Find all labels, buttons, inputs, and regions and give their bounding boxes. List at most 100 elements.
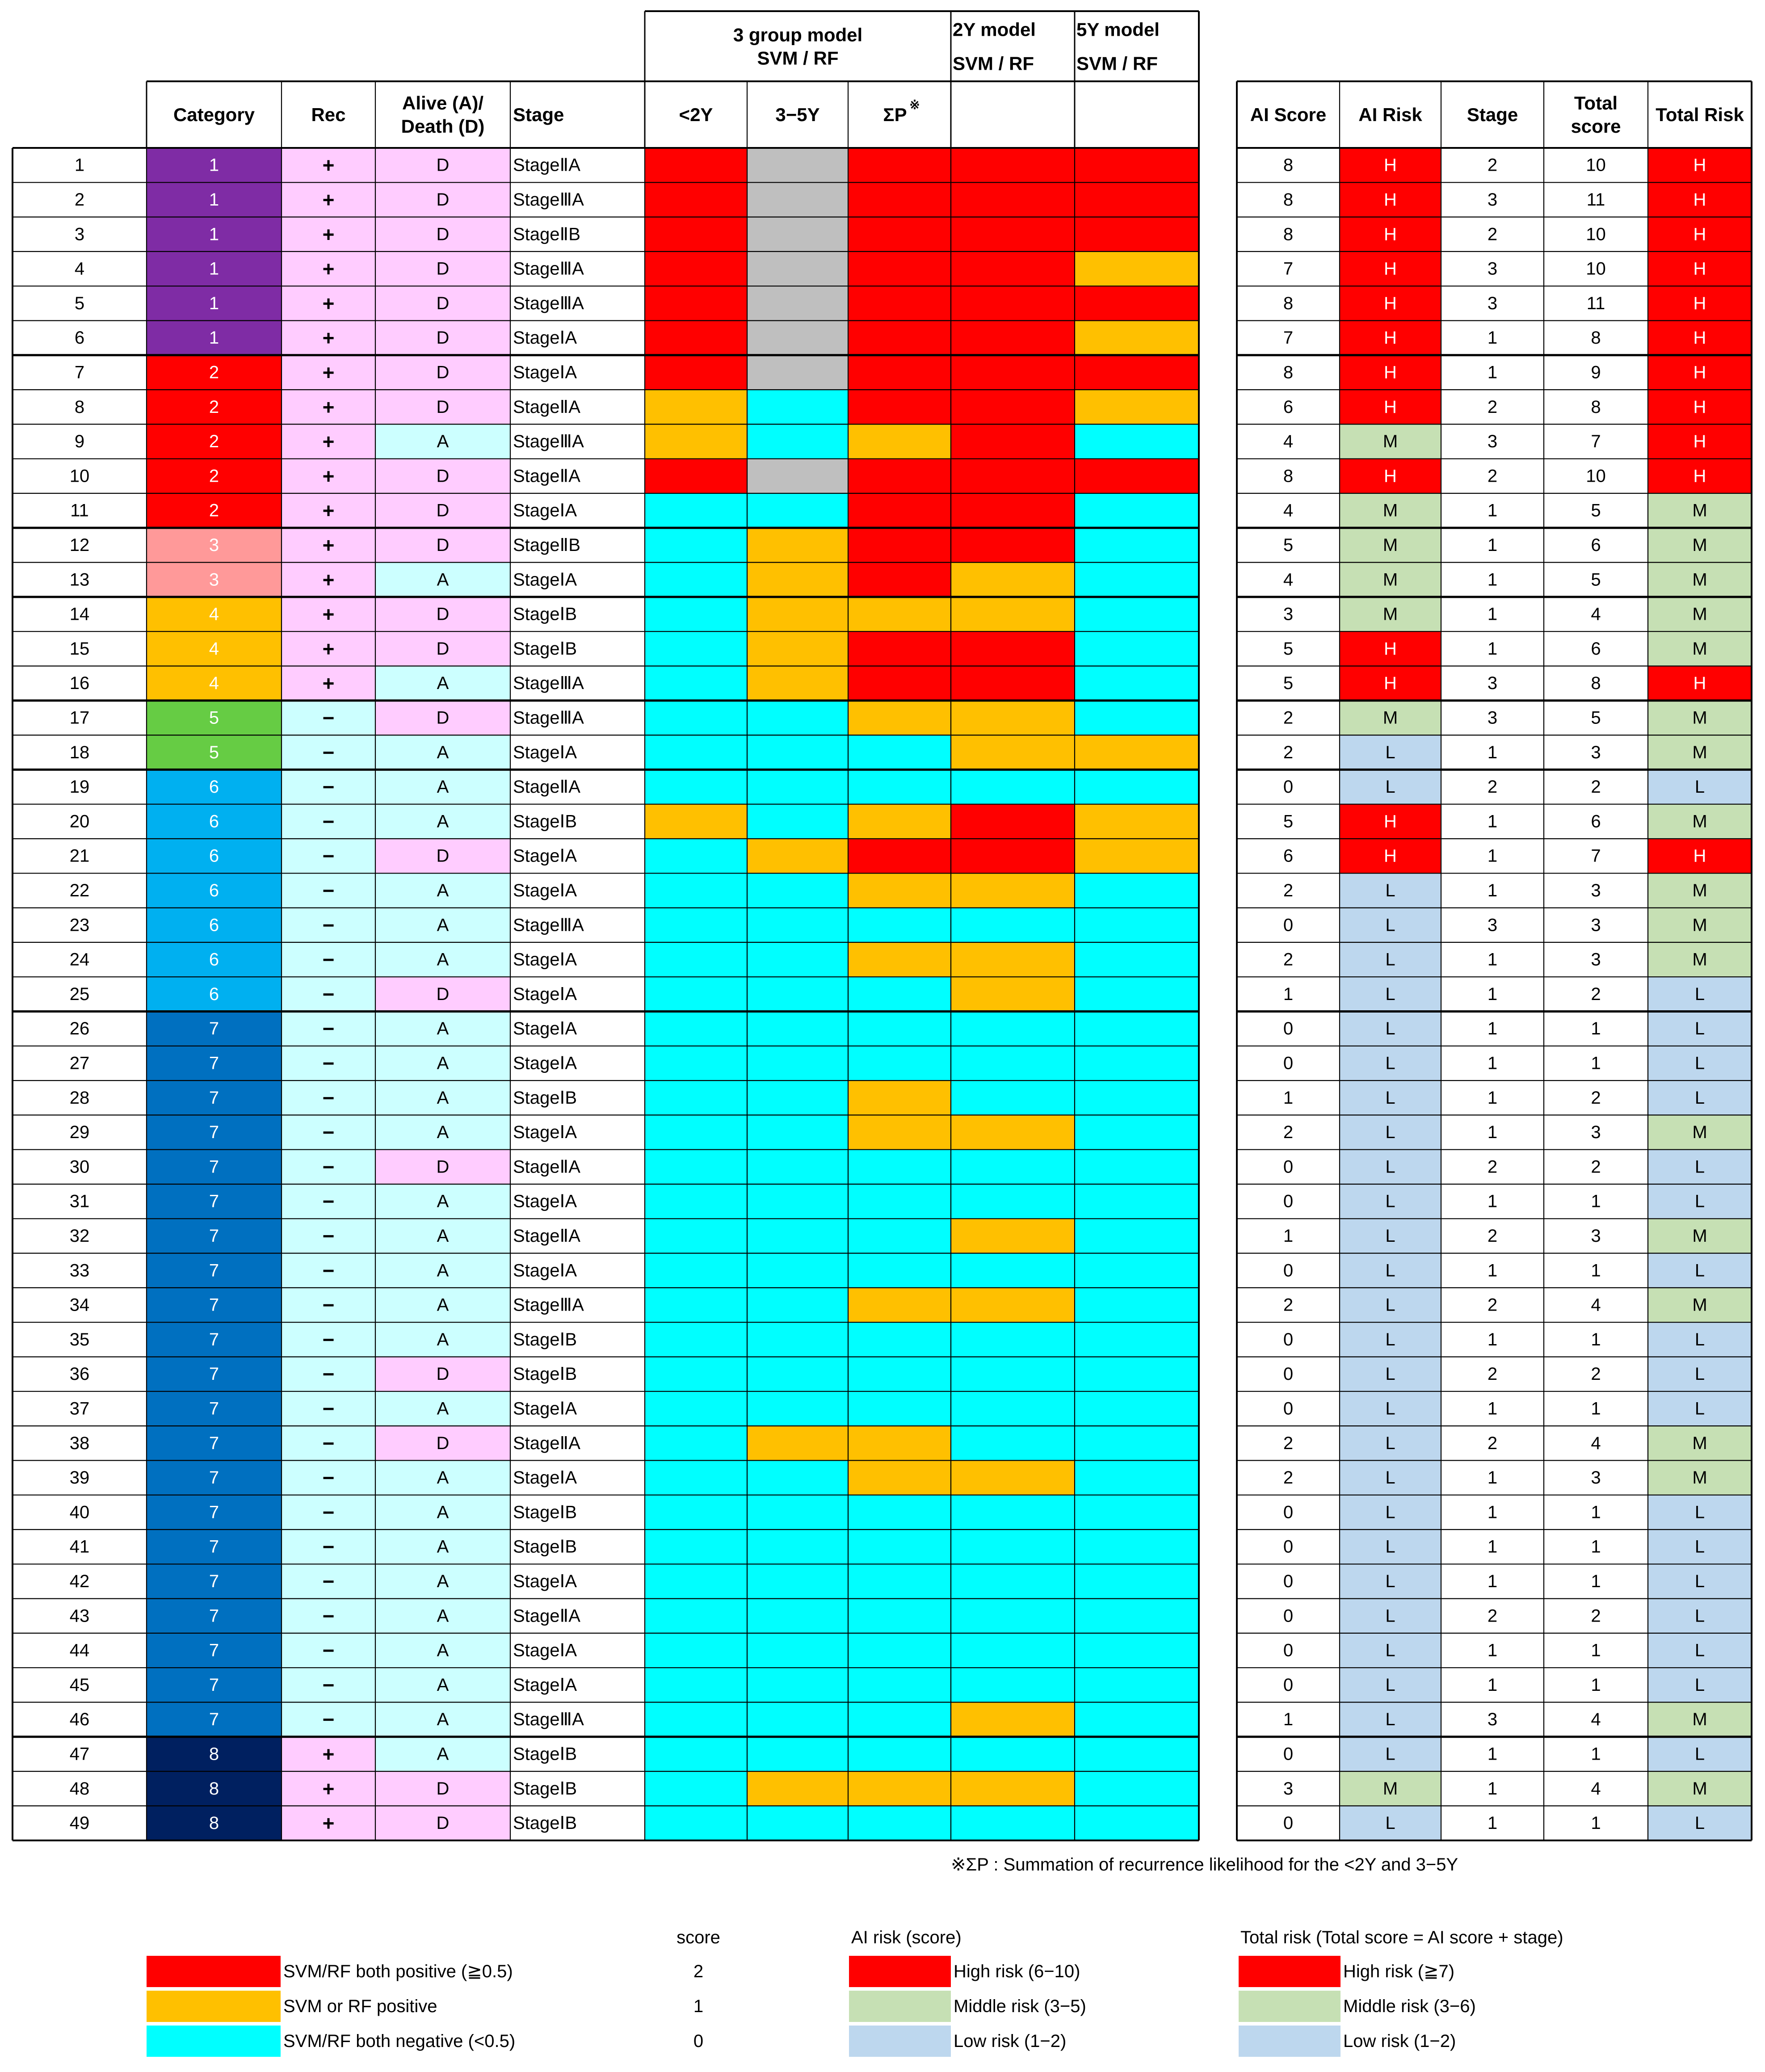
case-number: 40 <box>70 1502 90 1522</box>
model-cell <box>848 597 951 632</box>
model-cell <box>747 1495 848 1530</box>
rec-cell <box>282 1668 375 1702</box>
ai-risk-value: L <box>1385 1537 1395 1557</box>
total-risk-value: H <box>1694 397 1706 417</box>
ai-risk-cell <box>1340 458 1441 493</box>
total-risk-cell <box>1648 1011 1752 1046</box>
case-number: 16 <box>70 673 90 693</box>
alive-death-value: A <box>437 673 449 693</box>
ai-risk-cell <box>1340 1530 1441 1564</box>
alive-death-value: D <box>437 846 450 866</box>
model-cell <box>1075 493 1199 528</box>
stage-score-value: 1 <box>1488 1261 1497 1280</box>
model-cell <box>1075 251 1199 286</box>
model-cell <box>747 1080 848 1115</box>
two-year-model-subtitle: SVM / RF <box>953 53 1034 74</box>
ai-risk-value: L <box>1385 1813 1395 1833</box>
case-number: 34 <box>70 1295 90 1315</box>
alive-death-cell <box>375 1598 510 1633</box>
total-risk-cell <box>1648 1322 1752 1357</box>
alive-death-cell <box>375 1149 510 1184</box>
model-cell <box>848 1702 951 1737</box>
ai-risk-value: H <box>1384 846 1397 866</box>
model-cell <box>1075 1322 1199 1357</box>
sigmap-footnote: ※ΣP : Summation of recurrence likelihood… <box>951 1855 1458 1874</box>
model-cell <box>848 424 951 459</box>
rec-value: − <box>323 1362 335 1386</box>
stage-value: StageⅢA <box>513 708 584 727</box>
rec-cell <box>282 1115 375 1150</box>
alive-death-value: D <box>437 397 450 417</box>
rec-value: + <box>323 326 335 349</box>
rec-cell <box>282 286 375 321</box>
stage-header: Stage <box>513 104 564 125</box>
ai-risk-cell <box>1340 148 1441 183</box>
stage-value: StageⅢA <box>513 1710 584 1729</box>
stage-value: StageⅡA <box>513 397 580 417</box>
model-cell <box>645 597 747 632</box>
stage-value: StageⅠB <box>513 1537 577 1557</box>
ai-risk-cell <box>1340 1080 1441 1115</box>
model-cell <box>747 1046 848 1081</box>
alive-header: Alive (A)/ <box>402 92 483 113</box>
model-cell <box>747 735 848 770</box>
alive-death-value: D <box>437 501 450 521</box>
total-score-value: 1 <box>1591 1572 1601 1591</box>
legend-swatch <box>849 1991 951 2022</box>
model-cell <box>951 1598 1075 1633</box>
total-risk-cell <box>1648 977 1752 1012</box>
total-score-value: 2 <box>1591 984 1601 1004</box>
total-score-value: 1 <box>1591 1261 1601 1280</box>
ai-risk-value: L <box>1385 1468 1395 1488</box>
alive-death-cell <box>375 1080 510 1115</box>
rec-value: − <box>323 775 335 799</box>
alive-death-cell <box>375 1287 510 1323</box>
category-value: 7 <box>209 1537 219 1557</box>
model-cell <box>747 1564 848 1599</box>
model-cell <box>1075 320 1199 355</box>
model-cell <box>645 148 747 183</box>
two-year-model-title: 2Y model <box>953 19 1036 40</box>
ai-risk-value: H <box>1384 397 1397 417</box>
rec-cell <box>282 1702 375 1737</box>
category-value: 2 <box>209 466 219 486</box>
model-cell <box>747 1391 848 1426</box>
ai-risk-cell <box>1340 1046 1441 1081</box>
case-number: 22 <box>70 881 90 900</box>
legend-ai-label: Middle risk (3−5) <box>954 1996 1086 2016</box>
model-cell <box>747 1598 848 1633</box>
stage-score-value: 1 <box>1488 984 1497 1004</box>
total-risk-cell <box>1648 320 1752 355</box>
model-cell <box>645 1115 747 1150</box>
stage-score-value: 1 <box>1488 1468 1497 1488</box>
alive-death-cell <box>375 1495 510 1530</box>
stage-value: StageⅢA <box>513 673 584 693</box>
alive-death-value: A <box>437 1399 449 1418</box>
stage-score-value: 1 <box>1488 501 1497 521</box>
stage-score-value: 1 <box>1488 1088 1497 1108</box>
stage-value: StageⅠB <box>513 1744 577 1764</box>
rec-cell <box>282 873 375 908</box>
model-cell <box>848 1598 951 1633</box>
rec-value: − <box>323 741 335 764</box>
total-risk-cell <box>1648 1115 1752 1150</box>
total-score-value: 4 <box>1591 1710 1601 1729</box>
category-value: 8 <box>209 1779 219 1799</box>
alive-death-cell <box>375 1564 510 1599</box>
model-cell <box>951 1184 1075 1219</box>
rec-value: + <box>323 223 335 246</box>
ai-score-value: 2 <box>1283 1122 1293 1142</box>
total-risk-cell <box>1648 735 1752 770</box>
total-risk-value: M <box>1692 605 1707 624</box>
total-risk-cell <box>1648 286 1752 321</box>
ai-risk-value: L <box>1385 915 1395 935</box>
model-cell <box>645 320 747 355</box>
ai-score-value: 0 <box>1283 1019 1293 1038</box>
total-score-value: 4 <box>1591 605 1601 624</box>
model-cell <box>951 1253 1075 1288</box>
alive-death-cell <box>375 1460 510 1495</box>
sigmap-header: ΣP <box>883 104 907 125</box>
rec-cell <box>282 182 375 217</box>
model-cell <box>848 1011 951 1046</box>
rec-cell <box>282 1080 375 1115</box>
